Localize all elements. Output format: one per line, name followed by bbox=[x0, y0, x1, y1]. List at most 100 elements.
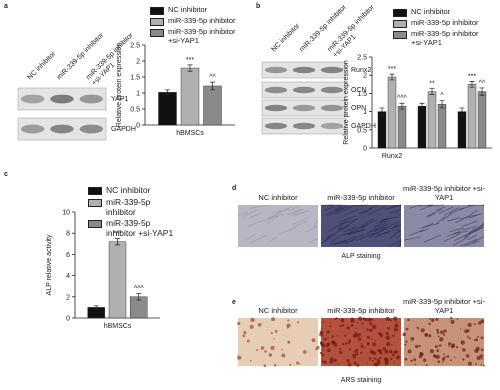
blot-band bbox=[20, 94, 45, 104]
texture bbox=[306, 225, 319, 232]
texture bbox=[286, 323, 291, 328]
texture bbox=[477, 335, 479, 338]
legend-item: NC inhibitor bbox=[393, 7, 493, 17]
texture bbox=[389, 208, 402, 214]
legend: NC inhibitor miR-339-5p inhibitor miR-339-… bbox=[88, 185, 188, 241]
legend-text: miR-339-5p inhibitor bbox=[106, 196, 151, 217]
texture bbox=[435, 206, 446, 211]
texture bbox=[384, 349, 389, 354]
texture bbox=[267, 210, 283, 220]
texture bbox=[461, 341, 463, 343]
y-tick-label: 0 bbox=[66, 316, 70, 323]
texture bbox=[414, 344, 419, 349]
texture bbox=[366, 336, 370, 340]
texture bbox=[385, 225, 402, 231]
error-bar bbox=[187, 64, 193, 72]
texture bbox=[407, 349, 412, 354]
blot-band bbox=[320, 122, 344, 130]
texture bbox=[369, 328, 373, 332]
y-tick-label: 8 bbox=[66, 231, 70, 238]
texture bbox=[340, 229, 358, 236]
texture bbox=[323, 206, 333, 212]
legend-text: NC inhibitor bbox=[106, 185, 151, 195]
texture bbox=[428, 334, 432, 338]
texture bbox=[327, 348, 331, 353]
texture bbox=[443, 356, 446, 358]
texture bbox=[449, 227, 464, 233]
texture bbox=[333, 358, 337, 363]
texture bbox=[455, 218, 464, 224]
texture bbox=[336, 204, 347, 211]
texture bbox=[384, 359, 389, 364]
texture bbox=[443, 353, 445, 355]
texture bbox=[382, 347, 387, 351]
texture bbox=[409, 229, 424, 236]
bar bbox=[180, 67, 200, 126]
image-title: NC inhibitor bbox=[258, 306, 298, 315]
texture bbox=[371, 324, 377, 330]
texture bbox=[358, 316, 363, 321]
x-tick-label: hBMSCs bbox=[176, 130, 204, 137]
texture bbox=[462, 220, 478, 227]
texture bbox=[336, 317, 338, 319]
texture bbox=[243, 331, 247, 335]
texture bbox=[270, 332, 273, 335]
texture bbox=[441, 357, 446, 361]
texture bbox=[462, 348, 466, 352]
texture bbox=[361, 322, 364, 325]
texture bbox=[338, 347, 341, 350]
texture bbox=[388, 318, 391, 320]
texture bbox=[454, 232, 471, 242]
texture bbox=[329, 360, 333, 364]
texture bbox=[366, 328, 369, 331]
legend-text: miR-339-5p inhibitor +si-YAP1 bbox=[106, 218, 174, 239]
texture bbox=[350, 324, 354, 327]
texture bbox=[373, 223, 386, 230]
texture bbox=[353, 358, 355, 360]
error-bar bbox=[459, 107, 465, 116]
texture bbox=[273, 338, 275, 340]
texture bbox=[281, 353, 286, 358]
texture bbox=[473, 323, 476, 326]
texture bbox=[447, 217, 461, 222]
texture bbox=[416, 326, 419, 329]
error-bar bbox=[136, 293, 142, 301]
legend-item: miR-339-5p inhibitor bbox=[150, 16, 250, 26]
error-bar bbox=[479, 87, 485, 96]
blot-band bbox=[264, 122, 288, 130]
texture bbox=[436, 328, 439, 332]
texture bbox=[385, 335, 391, 340]
texture bbox=[460, 238, 478, 247]
image-caption: ARS staining bbox=[341, 377, 382, 384]
texture bbox=[466, 335, 469, 338]
texture bbox=[460, 340, 465, 345]
texture bbox=[331, 335, 335, 338]
texture bbox=[429, 317, 431, 320]
texture bbox=[327, 342, 331, 346]
texture bbox=[391, 343, 393, 346]
texture bbox=[345, 239, 354, 244]
texture bbox=[473, 338, 477, 342]
significance-label: ^ bbox=[440, 93, 444, 100]
y-tick-label: 0 bbox=[363, 146, 367, 153]
bar bbox=[477, 91, 487, 149]
texture bbox=[287, 340, 291, 344]
texture bbox=[348, 339, 352, 343]
texture bbox=[430, 318, 435, 323]
lane-label: NC inhibitor bbox=[270, 22, 301, 53]
legend-swatch bbox=[393, 9, 407, 17]
texture bbox=[429, 349, 434, 354]
texture bbox=[409, 204, 421, 209]
texture bbox=[464, 240, 480, 247]
texture bbox=[434, 345, 438, 348]
texture bbox=[334, 206, 350, 211]
texture bbox=[404, 357, 408, 361]
error-bar bbox=[165, 89, 170, 96]
texture bbox=[436, 349, 440, 352]
texture bbox=[449, 207, 464, 215]
texture bbox=[320, 342, 322, 344]
texture bbox=[378, 332, 382, 336]
texture bbox=[402, 332, 406, 337]
texture bbox=[256, 349, 259, 351]
texture bbox=[377, 349, 381, 353]
